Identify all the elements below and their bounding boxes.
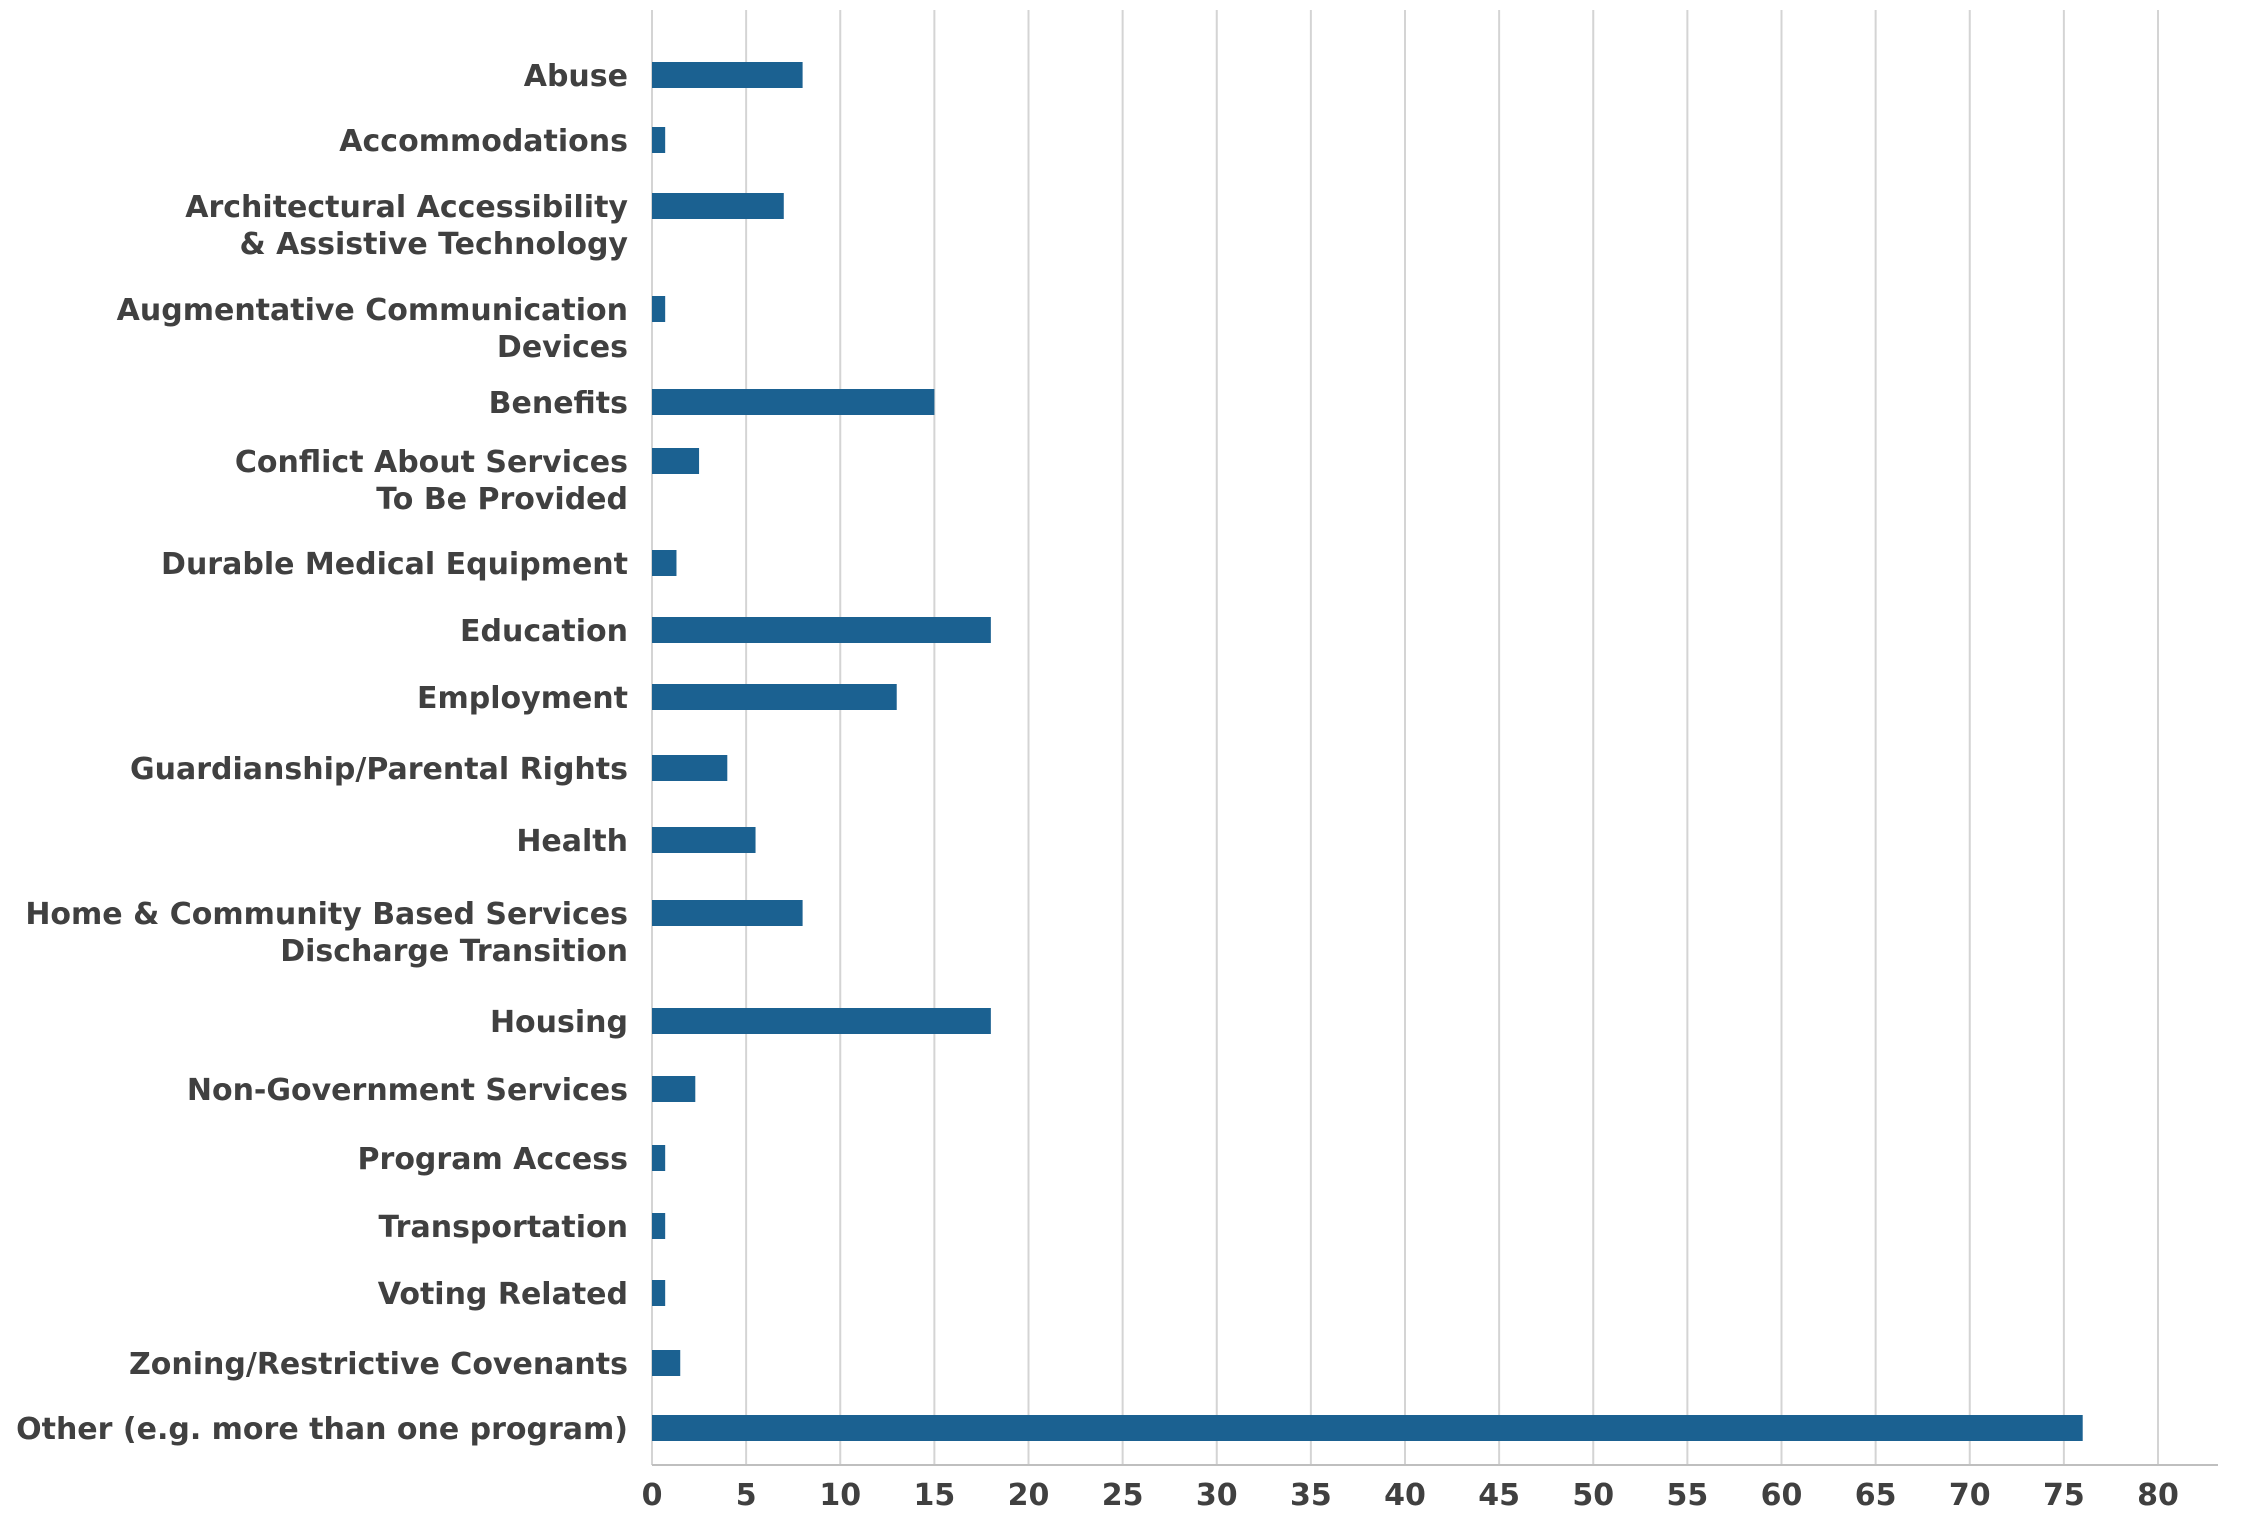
bar — [652, 1145, 666, 1171]
bar — [652, 1076, 696, 1102]
bar — [652, 62, 803, 88]
x-tick-labels: 0 5 10 15 20 25 30 35 40 45 50 55 60 65 70 75 80 — [642, 1478, 2179, 1513]
bar — [652, 296, 666, 322]
gridlines — [651, 10, 2159, 1465]
category-label: Health — [516, 824, 628, 859]
category-label: Accommodations — [339, 124, 628, 159]
bar — [652, 448, 700, 474]
category-label-line: Devices — [497, 330, 628, 365]
bar — [652, 900, 803, 926]
category-label: Conflict About Services To Be Provided — [235, 445, 628, 517]
bar — [652, 389, 935, 415]
category-label-line: Guardianship/Parental Rights — [130, 752, 628, 787]
category-label-line: Abuse — [524, 59, 628, 94]
category-label-line: Transportation — [379, 1210, 628, 1245]
x-tick-label: 40 — [1384, 1478, 1426, 1513]
x-tick-label: 20 — [1008, 1478, 1050, 1513]
category-label-line: Conflict About Services — [235, 445, 628, 480]
category-label: Transportation — [379, 1210, 628, 1245]
x-tick-label: 35 — [1290, 1478, 1332, 1513]
category-label-line: Employment — [417, 681, 628, 716]
bar — [652, 1008, 991, 1034]
category-label-line: Durable Medical Equipment — [161, 547, 628, 582]
category-label: Augmentative Communication Devices — [117, 293, 628, 365]
category-label-line: Housing — [490, 1005, 628, 1040]
category-label-line: & Assistive Technology — [239, 227, 628, 262]
category-label-line: Benefits — [489, 386, 628, 421]
category-label-line: Augmentative Communication — [117, 293, 628, 328]
bars — [652, 62, 2083, 1441]
x-tick-label: 55 — [1667, 1478, 1709, 1513]
category-label: Program Access — [358, 1142, 628, 1177]
x-tick-label: 15 — [914, 1478, 956, 1513]
category-label: Non-Government Services — [187, 1073, 628, 1108]
category-label: Other (e.g. more than one program) — [16, 1412, 628, 1447]
x-tick-label: 0 — [642, 1478, 663, 1513]
category-label-line: Education — [460, 614, 628, 649]
category-label: Voting Related — [378, 1277, 628, 1312]
category-label-line: Voting Related — [378, 1277, 628, 1312]
bar — [652, 684, 897, 710]
category-label: Zoning/Restrictive Covenants — [129, 1347, 628, 1382]
category-label-line: Discharge Transition — [280, 934, 628, 969]
category-label: Durable Medical Equipment — [161, 547, 628, 582]
bar — [652, 827, 756, 853]
category-label: Housing — [490, 1005, 628, 1040]
bar — [652, 550, 677, 576]
category-label-line: Architectural Accessibility — [185, 190, 628, 225]
category-label-line: Program Access — [358, 1142, 628, 1177]
category-label-line: Other (e.g. more than one program) — [16, 1412, 628, 1447]
x-tick-label: 65 — [1855, 1478, 1897, 1513]
category-label: Employment — [417, 681, 628, 716]
category-labels: Abuse Accommodations Architectural Accessi… — [16, 59, 628, 1447]
x-tick-label: 75 — [2043, 1478, 2085, 1513]
category-label-line: To Be Provided — [376, 482, 628, 517]
x-tick-label: 10 — [819, 1478, 861, 1513]
bar — [652, 1415, 2083, 1441]
category-label: Guardianship/Parental Rights — [130, 752, 628, 787]
category-label-line: Home & Community Based Services — [25, 897, 628, 932]
x-tick-label: 5 — [736, 1478, 757, 1513]
x-tick-label: 80 — [2137, 1478, 2179, 1513]
bar — [652, 193, 784, 219]
x-tick-label: 45 — [1478, 1478, 1520, 1513]
category-label: Benefits — [489, 386, 628, 421]
category-label-line: Zoning/Restrictive Covenants — [129, 1347, 628, 1382]
category-label-line: Health — [516, 824, 628, 859]
x-tick-label: 70 — [1949, 1478, 1991, 1513]
x-tick-label: 30 — [1196, 1478, 1238, 1513]
category-label-line: Accommodations — [339, 124, 628, 159]
bar — [652, 617, 991, 643]
bar — [652, 1350, 681, 1376]
bar — [652, 1280, 666, 1306]
category-label: Education — [460, 614, 628, 649]
category-label-line: Non-Government Services — [187, 1073, 628, 1108]
category-label: Abuse — [524, 59, 628, 94]
category-label: Architectural Accessibility & Assistive T… — [185, 190, 628, 262]
bar — [652, 1213, 666, 1239]
x-tick-label: 50 — [1572, 1478, 1614, 1513]
bar — [652, 127, 666, 153]
x-tick-label: 25 — [1102, 1478, 1144, 1513]
bar — [652, 755, 728, 781]
x-tick-label: 60 — [1761, 1478, 1803, 1513]
category-label: Home & Community Based Services Discharge… — [25, 897, 628, 969]
